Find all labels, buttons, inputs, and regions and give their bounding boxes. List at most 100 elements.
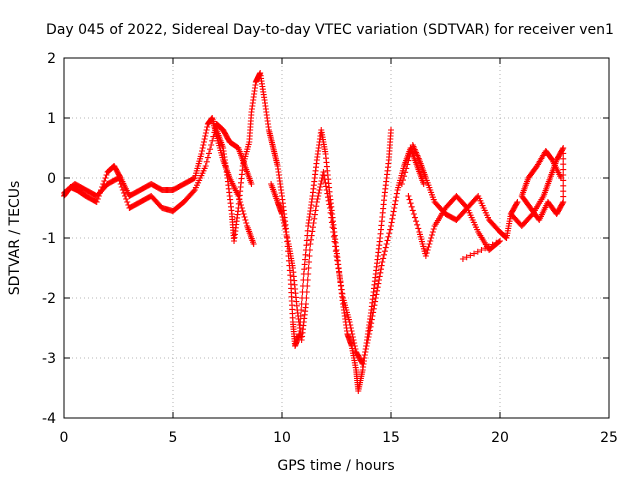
data-point xyxy=(321,176,328,183)
data-point xyxy=(284,235,291,241)
data-point xyxy=(391,205,398,211)
data-point xyxy=(497,238,503,244)
data-point xyxy=(427,238,434,244)
data-point xyxy=(122,193,129,199)
data-point xyxy=(362,346,369,352)
data-point xyxy=(403,165,410,172)
data-point xyxy=(410,211,417,217)
data-point xyxy=(560,150,567,157)
data-point xyxy=(364,340,371,346)
data-point xyxy=(308,232,315,239)
data-point xyxy=(317,184,324,190)
data-point xyxy=(428,232,435,238)
data-point xyxy=(430,226,437,232)
data-point xyxy=(370,309,377,316)
data-point xyxy=(250,241,257,247)
data-point xyxy=(102,175,109,181)
data-point xyxy=(338,282,345,289)
data-point xyxy=(379,259,386,265)
data-point xyxy=(333,253,340,259)
y-tick-label: -4 xyxy=(42,411,56,427)
data-point xyxy=(198,151,205,157)
data-point xyxy=(384,237,391,244)
data-point xyxy=(350,337,357,343)
data-point xyxy=(393,190,400,197)
data-point xyxy=(560,182,567,189)
data-point xyxy=(560,188,567,195)
data-point xyxy=(316,187,323,193)
data-point xyxy=(321,172,328,179)
x-tick-label: 20 xyxy=(491,430,509,446)
axis-ticks: 0 5 10 15 20 25 -4 -3 -2 -1 0 1 2 xyxy=(42,51,618,446)
data-point xyxy=(319,172,326,178)
data-point xyxy=(482,245,489,252)
data-point xyxy=(202,130,209,136)
data-point xyxy=(426,241,433,247)
data-point xyxy=(351,340,358,346)
data-point xyxy=(363,343,370,349)
data-point xyxy=(338,286,345,293)
data-points xyxy=(61,70,567,394)
data-point xyxy=(311,215,318,222)
data-point xyxy=(330,229,337,235)
data-point xyxy=(386,230,393,237)
data-point xyxy=(312,207,319,214)
x-axis-title: GPS time / hours xyxy=(277,458,394,474)
data-point xyxy=(347,322,354,328)
data-point xyxy=(414,221,421,228)
data-point xyxy=(361,352,368,358)
data-point xyxy=(495,238,502,245)
data-point xyxy=(349,331,356,337)
data-point xyxy=(198,148,205,154)
data-point xyxy=(407,200,414,207)
data-point xyxy=(325,197,332,204)
data-point xyxy=(279,214,286,220)
data-point xyxy=(332,248,339,255)
data-point xyxy=(423,250,430,256)
data-point xyxy=(332,243,339,250)
data-point xyxy=(205,150,212,157)
data-point xyxy=(411,214,418,221)
chart-title: Day 045 of 2022, Sidereal Day-to-day VTE… xyxy=(46,22,614,38)
data-point xyxy=(243,220,250,226)
x-tick-label: 15 xyxy=(382,430,400,446)
data-point xyxy=(349,334,356,340)
data-point xyxy=(377,269,384,276)
y-tick-label: -3 xyxy=(42,351,56,367)
data-point xyxy=(303,289,310,295)
data-point xyxy=(209,137,216,144)
data-point xyxy=(413,218,420,225)
data-point xyxy=(374,284,381,291)
data-point xyxy=(415,225,422,232)
data-point xyxy=(365,334,372,340)
data-point xyxy=(348,328,355,334)
data-point xyxy=(311,211,318,218)
data-point xyxy=(366,331,373,337)
data-point xyxy=(352,346,359,352)
data-point xyxy=(207,146,214,153)
data-point xyxy=(381,248,388,255)
data-point xyxy=(364,337,371,343)
series-track-7 xyxy=(507,145,567,229)
data-point xyxy=(362,349,369,355)
data-point xyxy=(560,155,567,162)
data-point xyxy=(322,179,329,186)
y-axis-title: SDTVAR / TECUs xyxy=(7,181,23,296)
data-point xyxy=(368,316,375,323)
data-point xyxy=(284,238,291,244)
data-point xyxy=(302,301,309,307)
x-tick-label: 25 xyxy=(600,430,618,446)
data-point xyxy=(118,184,125,190)
data-point xyxy=(324,194,331,201)
data-point xyxy=(240,211,247,217)
data-point xyxy=(360,358,367,364)
data-point xyxy=(370,305,377,312)
data-point xyxy=(307,241,314,247)
data-point xyxy=(328,214,335,221)
data-point xyxy=(407,149,414,156)
data-point xyxy=(119,187,126,193)
data-point xyxy=(359,361,366,367)
data-point xyxy=(474,248,481,255)
data-point xyxy=(485,243,492,250)
